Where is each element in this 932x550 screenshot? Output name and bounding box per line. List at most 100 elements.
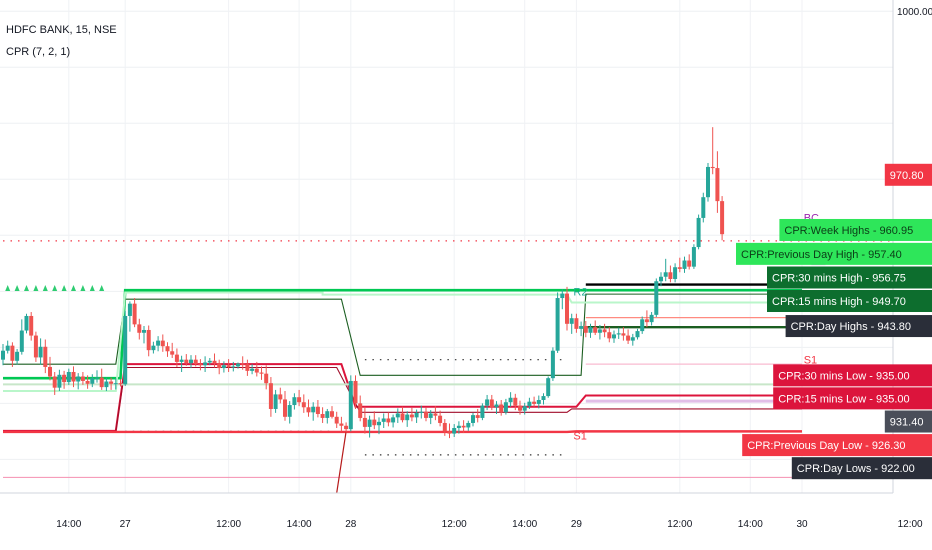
candle-body [311,406,316,413]
candle-body [245,364,250,371]
candle-body [292,397,297,406]
price-label-text: CPR:Day Highs - 943.80 [791,321,911,333]
candle-body [489,399,494,408]
up-arrow-marker [52,284,58,291]
candle-body [583,326,588,333]
candle-body [391,417,396,423]
candle-body [66,371,71,383]
candle-body [447,431,452,434]
candle-body [682,260,687,269]
price-label-box [884,163,932,186]
candle-body [193,359,198,365]
symbol-legend: HDFC BANK, 15, NSE [6,24,117,36]
candle-body [189,359,193,364]
candle-body [127,303,132,316]
candle-body [597,329,602,333]
candle-body [621,333,626,336]
candle-body [668,272,673,279]
price-label-box [736,242,932,265]
candle-body [607,332,612,339]
time-tick-label: 12:00 [667,519,692,530]
candle-body [104,381,109,388]
candle-body [5,345,10,351]
time-tick-label: 14:00 [287,519,312,530]
up-arrow-marker [89,284,95,291]
price-label-text: CPR:Week Highs - 960.95 [784,225,913,237]
candle-body [706,166,710,198]
candle-body [165,346,170,352]
candle-body [386,418,391,423]
candle-body [471,415,475,423]
candle-body [250,368,255,371]
candle-body [659,276,663,282]
time-tick-label: 12:00 [442,519,467,530]
candle-body [442,422,447,432]
candle-body [236,363,240,367]
candle-body [264,373,269,384]
candle-body [203,362,208,366]
time-axis [0,493,932,550]
candle-body [240,363,245,365]
time-tick-label: 14:00 [56,519,81,530]
candle-body [560,293,565,299]
time-tick-label: 29 [571,519,583,530]
candle-body [381,418,386,422]
candle-body [151,345,156,351]
candle-body [579,326,584,329]
candle-body [146,329,151,351]
candle-body [19,330,24,352]
candle-body [593,327,598,333]
candle-body [616,333,621,335]
candle-body [353,380,358,404]
candle-body [29,315,34,336]
candle-body [80,376,85,381]
up-arrow-marker [99,284,105,291]
up-arrow-marker [24,284,29,291]
candle-body [184,359,189,364]
candle-body [503,402,508,413]
candle-body [90,378,95,384]
candle-body [456,425,461,429]
candle-body [198,364,203,366]
candle-body [494,404,499,408]
candle-body [414,412,419,418]
candle-body [428,413,433,418]
cpr-level-line [3,430,802,434]
candle-body [137,324,142,333]
candle-body [405,414,410,421]
candle-body [95,377,99,379]
candle-body [273,394,278,409]
candle-body [532,401,537,404]
candle-body [677,267,682,269]
price-label-text: CPR:15 mins Low - 935.00 [778,393,909,405]
candle-body [76,376,81,382]
candle-body [565,293,569,324]
price-label-text: CPR:30 mins Low - 935.00 [778,370,909,382]
candle-body [85,380,90,384]
time-tick-label: 14:00 [738,519,763,530]
candle-body [231,366,236,368]
price-label-box [767,289,932,312]
candle-body [212,360,217,364]
candle-body [52,376,57,388]
candle-body [118,383,123,385]
price-label-box [773,364,932,387]
candle-body [57,374,62,388]
candle-body [297,397,302,403]
level-label: R2 [573,286,587,298]
candle-body [419,411,424,413]
price-label-box [767,266,932,289]
candle-body [367,419,372,427]
candle-body [38,346,43,358]
candle-body [301,402,306,408]
candle-body [654,281,659,315]
candle-body [283,399,287,417]
up-arrow-marker [14,284,20,291]
candle-body [1,350,5,360]
candle-body [433,413,438,416]
candle-body [626,335,631,341]
candle-body [179,359,184,362]
candle-body [640,319,645,332]
candle-body [475,415,480,418]
